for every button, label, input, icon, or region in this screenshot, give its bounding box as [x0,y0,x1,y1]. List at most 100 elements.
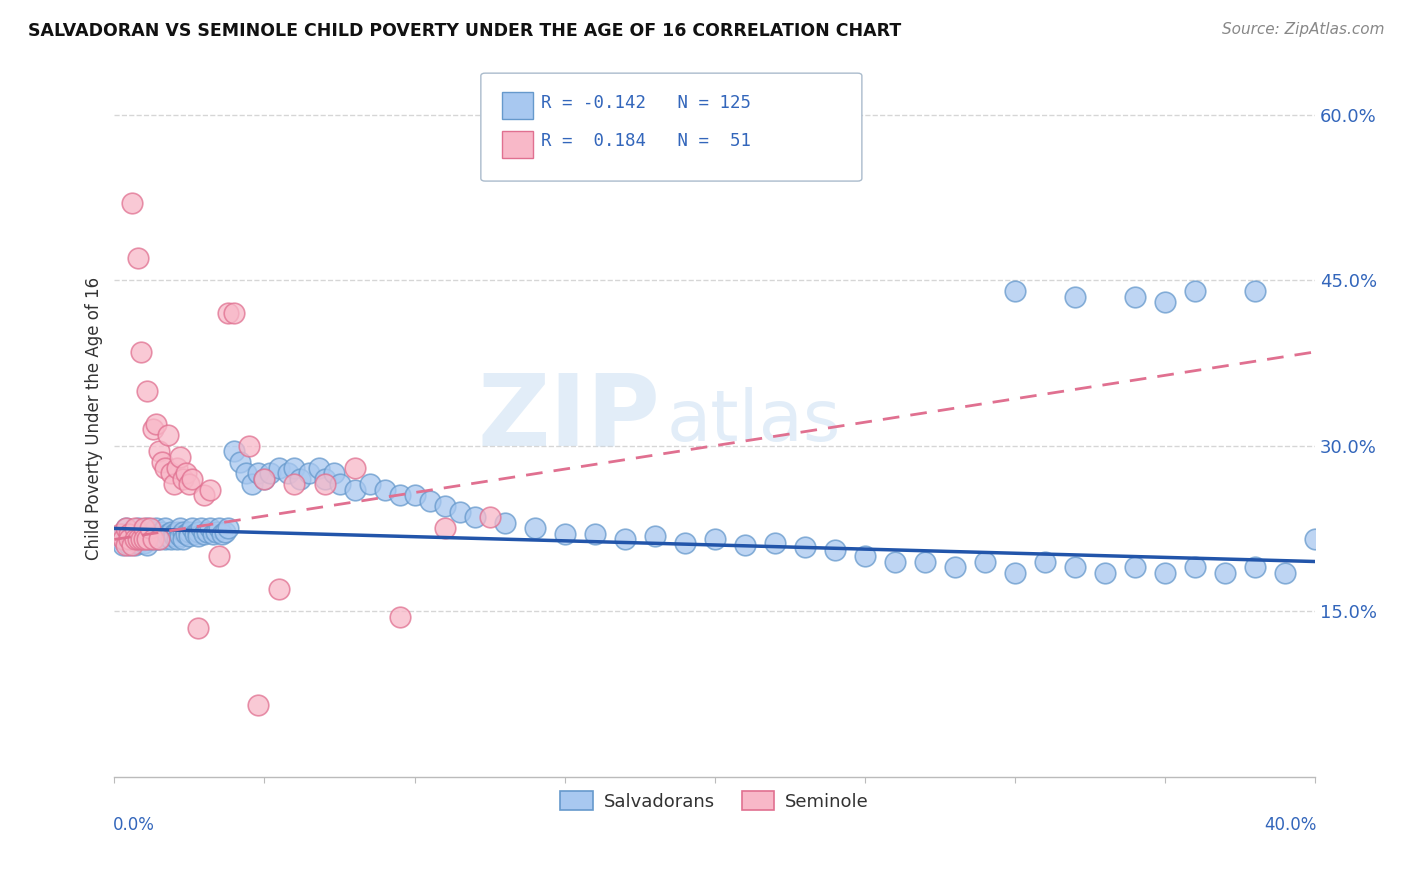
Point [644,529,666,543]
Point [298,467,321,481]
Point [166,533,188,547]
Point [1123,290,1146,304]
Point [1154,566,1177,580]
Point [269,582,291,596]
Text: 40.0%: 40.0% [1264,816,1316,834]
Point [136,538,159,552]
Point [157,427,180,442]
Point [163,477,186,491]
Point [419,493,441,508]
Point [433,521,456,535]
Point [127,529,149,543]
Point [176,527,198,541]
Point [172,524,194,539]
Point [127,521,149,535]
Point [583,527,606,541]
Point [148,444,170,458]
Point [134,535,156,549]
Point [112,533,135,547]
Point [163,527,186,541]
Point [208,521,231,535]
Point [131,527,153,541]
Point [193,527,215,541]
Point [269,460,291,475]
Point [328,477,350,491]
Point [157,529,180,543]
Point [388,609,411,624]
Point [131,533,153,547]
Point [121,538,143,552]
Text: atlas: atlas [666,387,841,456]
Point [169,450,191,464]
Point [136,533,159,547]
Point [253,472,276,486]
Point [172,472,194,486]
Text: ZIP: ZIP [478,369,661,467]
Point [127,251,149,265]
Point [118,538,141,552]
Point [148,533,170,547]
Point [172,533,194,547]
Point [148,527,170,541]
Y-axis label: Child Poverty Under the Age of 16: Child Poverty Under the Age of 16 [86,277,103,559]
Point [322,467,344,481]
Point [142,524,165,539]
Point [124,521,146,535]
Point [1004,285,1026,299]
Point [404,488,426,502]
Point [166,460,188,475]
Point [169,529,191,543]
Point [290,472,312,486]
Point [314,472,336,486]
Point [224,444,246,458]
Point [202,527,225,541]
Point [1123,560,1146,574]
Point [554,527,576,541]
Point [118,533,141,547]
Point [359,477,381,491]
Point [169,521,191,535]
Point [136,384,159,398]
Point [134,533,156,547]
Point [152,524,174,539]
Point [247,698,270,712]
Point [139,527,162,541]
Point [179,529,201,543]
Point [124,538,146,552]
Point [152,529,174,543]
Point [214,524,236,539]
Point [155,533,177,547]
Point [121,524,143,539]
Point [1274,566,1296,580]
Point [1063,290,1085,304]
Point [1063,560,1085,574]
Point [121,529,143,543]
Point [118,527,141,541]
Point [703,533,725,547]
Point [235,467,257,481]
Point [1033,555,1056,569]
Point [205,524,228,539]
Point [124,527,146,541]
Point [433,500,456,514]
Point [187,621,209,635]
Point [464,510,486,524]
Point [142,533,165,547]
Point [1094,566,1116,580]
Point [118,527,141,541]
Point [238,439,260,453]
Point [179,477,201,491]
Point [373,483,395,497]
Point [160,467,183,481]
Text: Source: ZipAtlas.com: Source: ZipAtlas.com [1222,22,1385,37]
Point [155,460,177,475]
Point [283,460,305,475]
Point [112,527,135,541]
Point [1244,560,1267,574]
Point [155,521,177,535]
Point [763,535,786,549]
Point [148,533,170,547]
Point [208,549,231,563]
Point [253,472,276,486]
Point [179,524,201,539]
